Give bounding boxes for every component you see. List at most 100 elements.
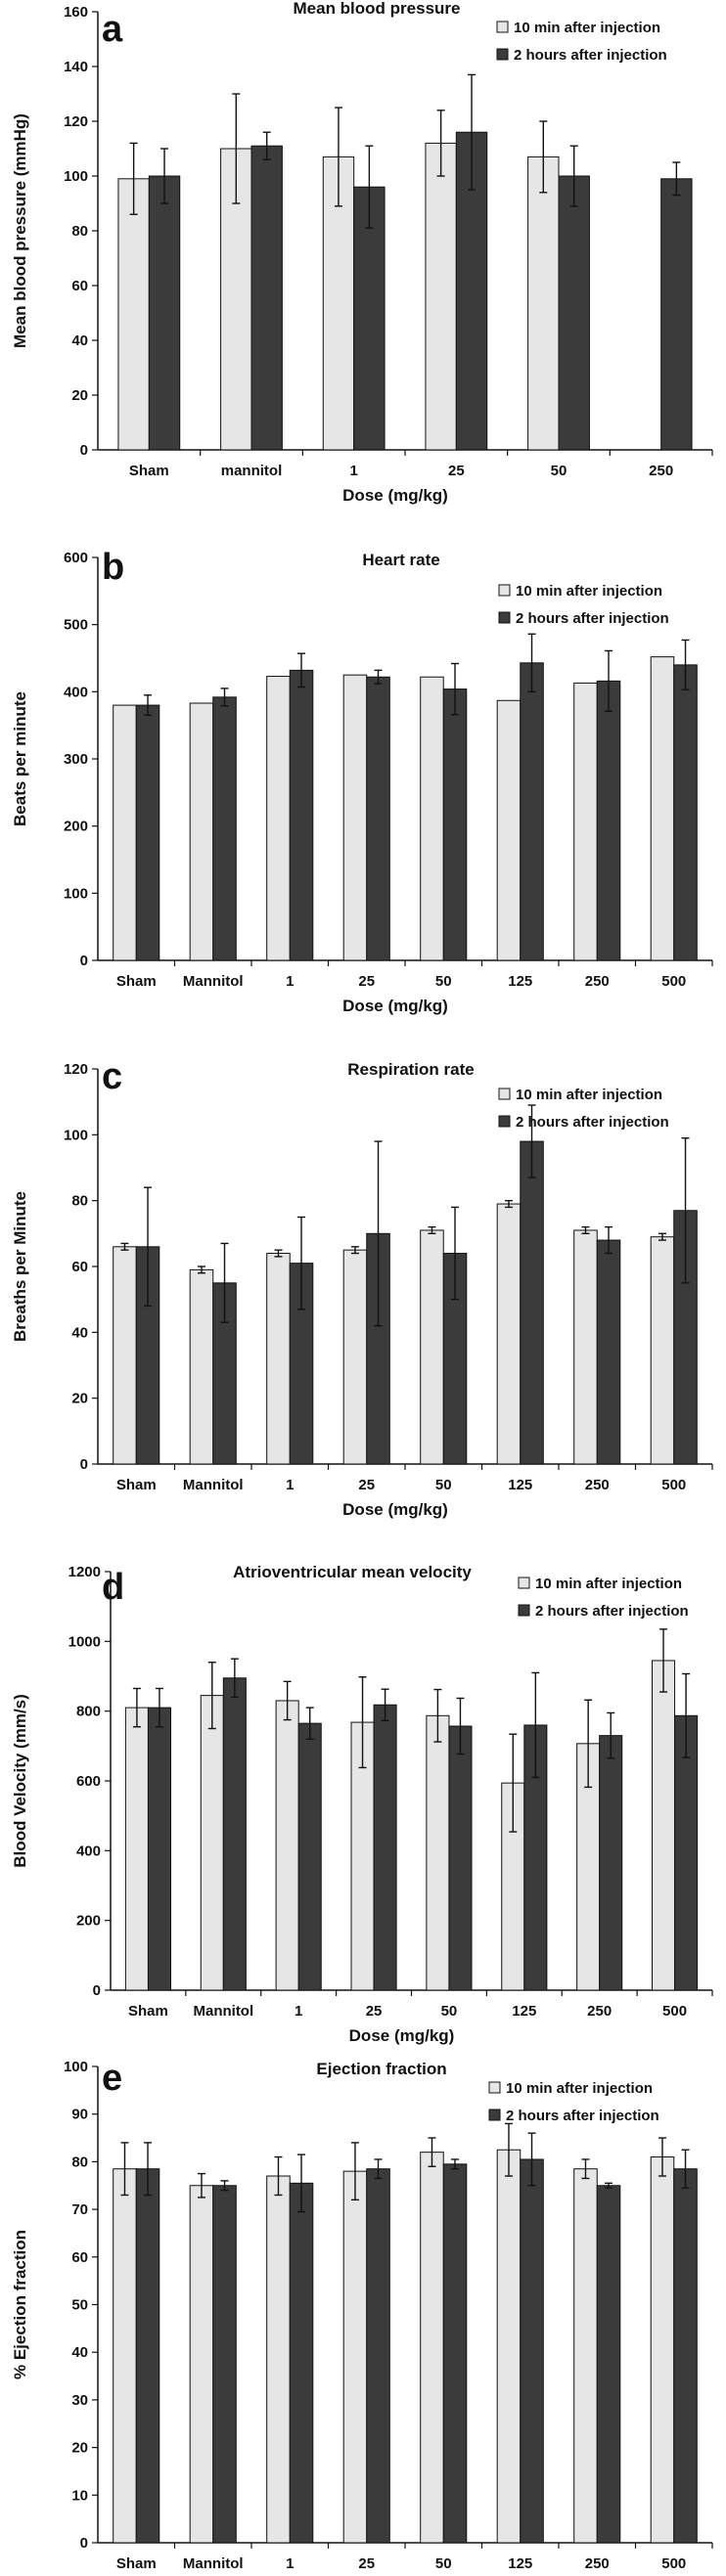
x-axis-label: Dose (mg/kg) [349, 2026, 455, 2045]
bar-10-min [189, 702, 214, 961]
legend-swatch-2-hours [498, 1115, 511, 1128]
bar-10-min [113, 2168, 137, 2544]
bar-10-min [426, 1714, 450, 1991]
y-tick-label: 0 [80, 1456, 88, 1473]
legend-label: 10 min after injection [535, 1576, 682, 1592]
x-tick-label: 25 [448, 463, 465, 479]
x-tick-label: 25 [366, 2003, 383, 2020]
bar-10-min [275, 1700, 299, 1991]
y-tick-label: 120 [64, 113, 88, 130]
x-tick-label: Mannitol [183, 1477, 244, 1493]
legend-label: 2 hours after injection [514, 47, 667, 64]
x-tick-label: 250 [585, 1477, 610, 1493]
x-tick-label: 50 [551, 463, 567, 479]
bar-2-hours [212, 696, 237, 961]
x-tick-label: 250 [585, 2555, 610, 2572]
y-axis-label: % Ejection fraction [11, 2230, 29, 2379]
y-tick-label: 40 [71, 333, 88, 349]
x-tick-label: 25 [358, 2555, 375, 2572]
chart-title: Heart rate [362, 551, 439, 569]
x-tick-label: 50 [435, 2555, 452, 2572]
x-tick-label: Mannitol [193, 2003, 253, 2020]
bar-2-hours [289, 2182, 314, 2544]
y-tick-label: 0 [80, 953, 88, 969]
y-tick-label: 160 [64, 4, 88, 21]
bar-10-min [425, 142, 457, 451]
y-axis-label: Blood Velocity (mm/s) [11, 1694, 29, 1868]
bar-10-min [652, 1660, 676, 1991]
chart-d-svg: d Atrioventricular mean velocity 0 200 400 60… [11, 1563, 713, 2045]
x-tick-label: 50 [435, 973, 452, 990]
legend-label: 10 min after injection [514, 20, 660, 36]
bar-10-min [420, 2152, 444, 2544]
y-tick-label: 500 [64, 617, 88, 634]
x-tick-label: 500 [661, 2555, 686, 2572]
legend-label: 10 min after injection [516, 583, 662, 600]
x-tick-label: 250 [649, 463, 673, 479]
bar-10-min [200, 1695, 224, 1991]
bar-2-hours [147, 1707, 171, 1991]
y-tick-label: 80 [71, 2154, 88, 2170]
x-tick-label: 250 [585, 973, 610, 990]
chart-c-svg: c Respiration rate 0 20 40 60 80 100 120 Breaths … [11, 1056, 713, 1519]
y-tick-label: 0 [93, 1982, 101, 1999]
bar-2-hours [673, 2168, 698, 2544]
y-tick-label: 600 [64, 550, 88, 566]
x-tick-label: 125 [508, 973, 532, 990]
y-tick-label: 200 [76, 1913, 101, 1930]
y-axis-label: Beats per minute [11, 691, 29, 826]
panel-c: c Respiration rate 0 20 40 60 80 100 120 Breaths … [0, 1022, 726, 1531]
legend-swatch-2-hours [518, 1604, 530, 1617]
x-axis-label: Dose (mg/kg) [342, 486, 448, 505]
y-tick-label: 70 [71, 2201, 88, 2218]
bar-10-min [496, 1203, 522, 1465]
bar-2-hours [250, 145, 283, 451]
x-tick-label: Sham [128, 2003, 168, 2020]
x-tick-label: 50 [435, 1477, 452, 1493]
y-tick-label: 40 [71, 1324, 88, 1341]
panel-b: b Heart rate 0 100 200 300 400 500 600 Beats per … [0, 509, 726, 1022]
legend-swatch-2-hours [488, 2109, 501, 2121]
bar-10-min [496, 699, 522, 961]
legend-swatch-10-min [488, 2081, 501, 2094]
y-tick-label: 80 [71, 223, 88, 240]
panel-letter: a [102, 9, 123, 50]
y-tick-label: 1000 [68, 1633, 101, 1650]
bar-10-min [650, 656, 675, 961]
y-tick-label: 60 [71, 2249, 88, 2266]
bar-2-hours [353, 186, 386, 451]
x-tick-label: 1 [349, 463, 357, 479]
x-tick-label: 125 [512, 2003, 536, 2020]
bar-2-hours [596, 1239, 621, 1465]
bar-2-hours [222, 1677, 247, 1991]
x-tick-label: 500 [661, 1477, 686, 1493]
x-tick-label: mannitol [221, 463, 283, 479]
bar-2-hours [366, 2168, 390, 2544]
x-tick-label: 125 [508, 1477, 532, 1493]
x-tick-label: Mannitol [183, 2555, 244, 2572]
y-tick-label: 400 [76, 1843, 101, 1859]
bar-10-min [527, 155, 560, 451]
x-tick-label: Sham [116, 1477, 157, 1493]
y-tick-label: 20 [71, 387, 88, 404]
y-tick-label: 60 [71, 278, 88, 294]
bar-10-min [113, 704, 137, 961]
bar-10-min [496, 2149, 522, 2544]
y-tick-label: 0 [80, 442, 88, 459]
y-tick-label: 10 [71, 2487, 88, 2504]
panel-letter: d [102, 1567, 124, 1608]
bar-2-hours [442, 688, 468, 961]
y-tick-label: 30 [71, 2392, 88, 2409]
bar-2-hours [135, 2168, 160, 2544]
bar-10-min [124, 1707, 149, 1991]
bar-2-hours [289, 669, 314, 961]
bar-10-min [342, 2170, 368, 2544]
y-tick-label: 200 [64, 819, 88, 835]
y-tick-label: 80 [71, 1193, 88, 1210]
bar-10-min [189, 1268, 214, 1465]
y-tick-label: 400 [64, 684, 88, 700]
bar-2-hours [520, 662, 544, 961]
bar-2-hours [673, 664, 698, 961]
bar-10-min [573, 2168, 598, 2544]
x-tick-label: 25 [358, 973, 375, 990]
